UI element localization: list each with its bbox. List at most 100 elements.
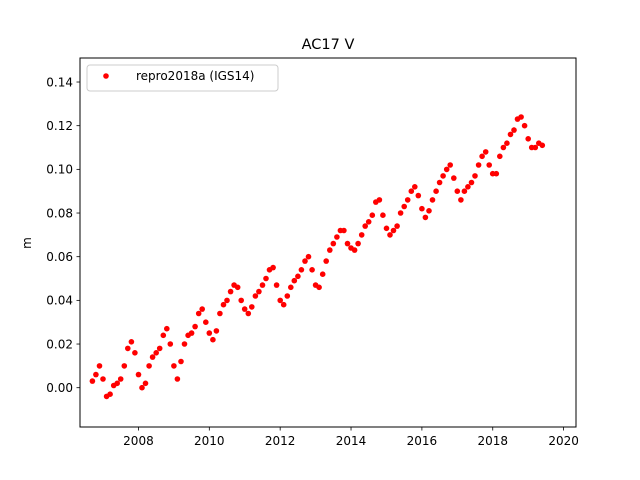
data-point (139, 384, 145, 391)
data-point (465, 184, 471, 190)
data-point (486, 162, 493, 168)
data-point (316, 284, 322, 291)
data-point (429, 197, 436, 203)
data-point (132, 350, 138, 356)
data-point (93, 371, 99, 378)
y-axis-label: m (20, 237, 34, 249)
data-point (171, 363, 177, 369)
data-point (135, 371, 142, 378)
data-point (270, 264, 276, 271)
x-tick-label: 2010 (194, 434, 225, 448)
data-point (426, 208, 432, 214)
data-point (436, 179, 443, 186)
data-point (213, 328, 220, 334)
data-point (323, 258, 330, 264)
data-point (458, 197, 464, 203)
x-axis: 2008 2010 2012 2014 2016 2018 2020 (123, 427, 579, 448)
data-point (288, 284, 294, 291)
data-point (217, 310, 223, 317)
data-point (443, 166, 450, 173)
data-point (369, 212, 376, 218)
data-point (302, 258, 308, 264)
data-point (380, 212, 386, 218)
data-point (149, 354, 156, 360)
data-point (142, 380, 149, 387)
x-tick-label: 2012 (265, 434, 296, 448)
data-point (507, 131, 514, 138)
data-point (114, 380, 120, 387)
data-point (153, 350, 159, 356)
data-point (100, 376, 106, 382)
y-tick-label: 0.06 (46, 250, 73, 264)
data-point (440, 173, 446, 179)
data-point (319, 271, 326, 278)
y-tick-label: 0.10 (46, 163, 73, 177)
y-tick-label: 0.08 (46, 206, 73, 220)
data-point (341, 227, 347, 234)
data-point (468, 179, 475, 186)
data-point (220, 301, 227, 308)
data-point (355, 240, 361, 247)
data-point (203, 319, 209, 326)
data-point (539, 142, 546, 149)
data-point (518, 114, 524, 120)
data-point (482, 149, 489, 155)
y-tick-label: 0.04 (46, 294, 73, 308)
data-point (160, 332, 167, 339)
data-point (259, 282, 266, 288)
data-point (415, 192, 422, 199)
data-point (387, 232, 393, 238)
data-point (96, 363, 103, 369)
data-point (273, 282, 280, 288)
data-point (309, 267, 315, 273)
data-point (206, 330, 213, 336)
data-point (500, 144, 507, 151)
x-tick-label: 2018 (477, 434, 508, 448)
x-tick-label: 2014 (336, 434, 367, 448)
data-point (156, 345, 163, 352)
data-point (330, 240, 337, 247)
legend: repro2018a (IGS14) (86, 64, 279, 92)
data-point (121, 363, 128, 369)
data-point (245, 310, 252, 317)
data-point (252, 293, 259, 299)
data-point (358, 232, 365, 238)
data-point (277, 297, 284, 304)
data-point (497, 153, 503, 160)
data-point (461, 188, 468, 194)
data-point (238, 297, 244, 304)
y-tick-label: 0.12 (46, 119, 73, 133)
chart-title: AC17 V (302, 37, 355, 53)
data-point (284, 293, 291, 299)
data-point (249, 304, 255, 310)
data-point (472, 173, 478, 179)
plot-area (80, 58, 576, 427)
data-point (128, 339, 135, 345)
data-point (394, 223, 400, 229)
data-point (117, 376, 124, 382)
data-points (89, 114, 546, 400)
data-point (365, 219, 372, 225)
data-point (390, 227, 397, 234)
data-point (532, 144, 539, 151)
data-point (227, 288, 234, 295)
data-point (280, 301, 287, 308)
data-point (174, 376, 181, 382)
data-point (234, 284, 241, 291)
data-point (475, 162, 482, 168)
data-point (511, 127, 517, 133)
y-tick-label: 0.14 (46, 75, 73, 89)
data-point (401, 203, 408, 210)
data-point (291, 277, 298, 284)
data-point (199, 306, 205, 312)
data-point (422, 214, 429, 221)
data-point (188, 330, 195, 336)
data-point (89, 378, 96, 384)
plot-frame (79, 57, 577, 428)
x-tick-label: 2020 (548, 434, 579, 448)
data-point (305, 253, 312, 260)
legend-box (86, 64, 279, 92)
data-point (210, 336, 216, 343)
data-point (327, 247, 333, 253)
